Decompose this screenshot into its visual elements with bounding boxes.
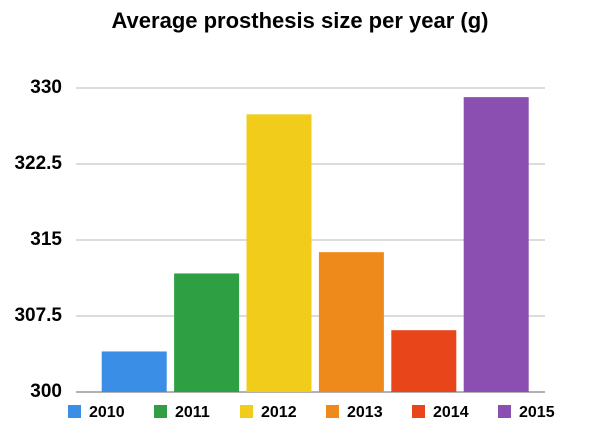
bar [101,351,167,392]
chart-title: Average prosthesis size per year (g) [111,8,488,33]
y-tick-label: 307.5 [14,305,62,326]
legend-swatch [68,405,81,418]
legend-label: 2011 [175,404,210,421]
legend-label: 2015 [519,404,555,421]
y-tick-label: 315 [30,229,62,250]
legend-swatch [326,405,339,418]
legend-swatch [498,405,511,418]
legend-label: 2013 [347,404,383,421]
bar [463,97,529,393]
bar [391,330,457,392]
y-tick-label: 300 [30,381,62,402]
legend-swatch [154,405,167,418]
legend-label: 2014 [433,404,469,421]
y-tick-label: 322.5 [14,153,62,174]
legend-swatch [240,405,253,418]
bar [174,273,240,392]
legend-label: 2012 [261,404,297,421]
bar [318,252,384,392]
legend-swatch [412,405,425,418]
legend-label: 2010 [89,404,125,421]
y-tick-label: 330 [30,77,62,98]
bar [246,114,312,392]
